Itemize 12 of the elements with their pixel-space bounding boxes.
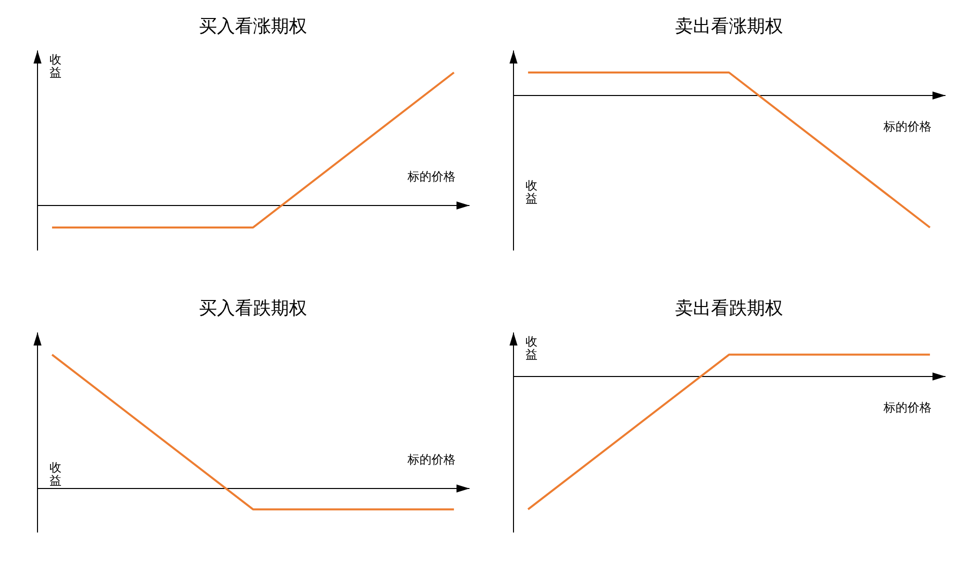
x-axis-title: 标的价格 bbox=[406, 452, 456, 466]
chart-title: 卖出看跌期权 bbox=[675, 298, 783, 319]
x-axis-title: 标的价格 bbox=[406, 169, 456, 184]
chart-title: 买入看涨期权 bbox=[199, 16, 307, 37]
y-axis-title: 收益 bbox=[50, 52, 62, 80]
chart-title: 买入看跌期权 bbox=[199, 298, 307, 319]
y-axis-title: 收益 bbox=[526, 178, 538, 206]
x-axis-title: 标的价格 bbox=[882, 400, 932, 414]
y-axis-title: 收益 bbox=[526, 334, 538, 362]
y-axis-title: 收益 bbox=[50, 460, 62, 488]
chart-title: 卖出看涨期权 bbox=[675, 16, 783, 37]
x-axis-title: 标的价格 bbox=[882, 120, 932, 134]
